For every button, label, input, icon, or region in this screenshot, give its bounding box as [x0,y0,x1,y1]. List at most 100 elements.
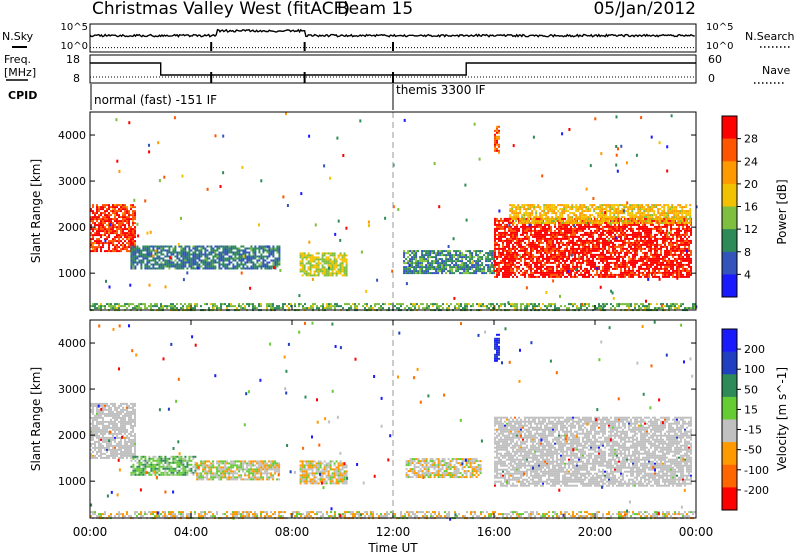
range-gate-cell [552,275,554,278]
range-gate-cell [274,249,277,252]
range-gate-cell [494,223,496,226]
range-gate-cell [522,237,524,240]
range-gate-cell [415,272,418,275]
range-gate-cell [568,251,570,254]
range-gate-cell [635,216,638,219]
range-gate-cell [496,127,498,130]
range-gate-cell [676,259,678,262]
range-gate-cell [508,271,510,274]
range-gate-cell [176,303,178,306]
range-gate-cell [234,247,237,250]
range-gate-cell [611,218,614,221]
range-gate-cell [425,272,428,275]
range-gate-cell [536,257,538,260]
range-gate-cell [94,228,96,231]
range-gate-cell [134,210,136,213]
range-gate-cell [647,214,650,217]
range-gate-cell [635,214,638,217]
range-gate-cell [504,249,506,252]
range-gate-cell [652,253,654,256]
range-gate-cell [560,269,562,272]
range-gate-cell [642,251,644,254]
range-gate-cell [540,251,542,254]
range-gate-cell [576,275,578,278]
nsky-panel: N.Sky 10^5 10^0 N.Search 10^5 10^0 [2,22,795,53]
range-gate-cell [104,307,106,310]
range-gate-cell [268,251,271,254]
range-gate-cell [672,235,674,238]
range-gate-cell [321,258,324,261]
range-gate-cell [526,249,528,252]
range-gate-cell [550,239,552,242]
range-gate-cell [138,253,141,256]
range-gate-cell [502,257,504,260]
range-gate-cell [134,240,136,243]
range-gate-cell [580,251,582,254]
range-gate-cell [200,245,203,248]
range-gate-cell [667,216,670,219]
range-gate-cell [138,259,141,262]
range-gate-cell [621,216,624,219]
range-gate-cell [530,251,532,254]
range-gate-cell [648,249,650,252]
range-gate-cell [597,222,600,225]
range-gate-cell [554,223,556,226]
range-gate-cell [541,218,544,221]
range-gate-cell [647,218,650,221]
range-gate-cell [622,225,624,228]
range-gate-cell [566,231,568,234]
range-gate-cell [264,255,267,258]
range-gate-cell [166,245,169,248]
range-gate-cell [682,255,684,258]
range-gate-cell [132,218,134,221]
range-gate-cell [182,251,185,254]
range-gate-cell [512,259,514,262]
range-gate-cell [220,267,223,270]
range-gate-cell [559,218,562,221]
range-gate-cell [114,232,116,235]
range-gate-cell [660,243,662,246]
range-gate-cell [156,247,159,250]
range-gate-cell [657,212,660,215]
range-gate-cell [559,220,562,223]
range-gate-cell [592,253,594,256]
range-gate-cell [315,270,318,273]
range-gate-cell [616,239,618,242]
range-gate-cell [592,265,594,268]
range-gate-cell [96,210,98,213]
range-gate-cell [612,225,614,228]
range-gate-cell [514,237,516,240]
range-gate-cell [465,272,468,275]
range-gate-cell [594,225,596,228]
range-gate-cell [258,305,260,308]
range-gate-cell [614,223,616,226]
range-gate-cell [337,270,340,273]
range-gate-cell [580,243,582,246]
range-gate-cell [660,227,662,230]
range-gate-cell [588,225,590,228]
range-gate-cell [609,218,612,221]
range-gate-cell [512,271,514,274]
range-gate-cell [660,265,662,268]
range-gate-cell [684,245,686,248]
range-gate-cell [303,252,306,255]
range-gate-cell [578,245,580,248]
range-gate-cell [489,272,492,275]
range-gate-cell [92,210,94,213]
range-gate-cell [254,263,257,266]
range-gate-cell [689,210,692,213]
range-gate-cell [578,247,580,250]
range-gate-cell [660,257,662,260]
range-gate-cell [116,218,118,221]
range-gate-cell [254,267,257,270]
range-gate-cell [563,208,566,211]
range-gate-cell [634,255,636,258]
range-gate-cell [532,235,534,238]
range-gate-cell [618,225,620,228]
range-gate-cell [649,216,652,219]
range-gate-cell [540,241,542,244]
range-gate-cell [688,273,690,276]
range-gate-cell [506,253,508,256]
range-gate-cell [624,275,626,278]
range-gate-cell [106,216,108,219]
